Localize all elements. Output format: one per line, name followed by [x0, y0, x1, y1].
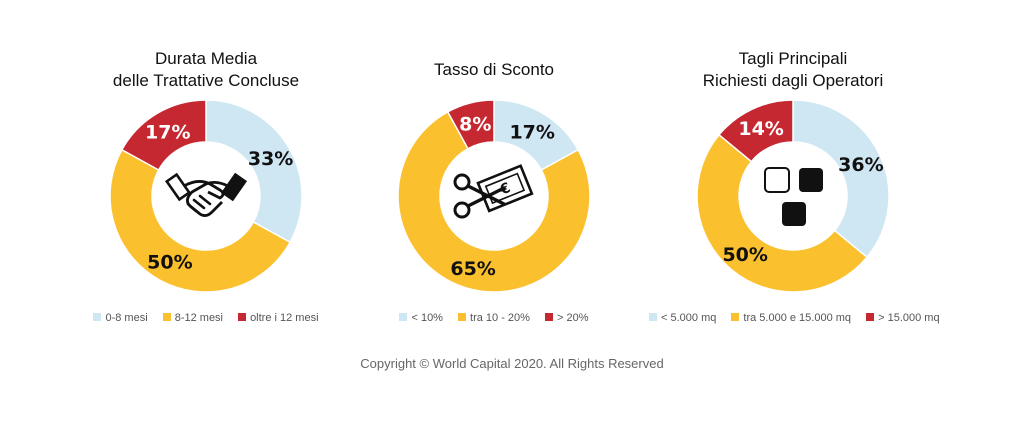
slice-value-label: 50%	[722, 244, 767, 266]
legend-item: < 5.000 mq	[649, 312, 716, 324]
donut-chart: 36% 50% 14%	[696, 99, 890, 293]
legend-swatch	[649, 313, 657, 321]
handshake-icon	[164, 172, 248, 217]
legend-swatch	[731, 313, 740, 321]
chart-durata-media: Durata Media delle Trattative Concluse 3…	[56, 0, 356, 340]
legend-label: tra 10 - 20%	[470, 312, 530, 324]
chart-title-line: Tagli Principali	[738, 49, 848, 68]
slice-value-label: 36%	[838, 154, 883, 176]
copyright-text: Copyright © World Capital 2020. All Righ…	[360, 356, 664, 371]
chart-tasso-sconto: Tasso di Sconto 17% 65% 8% € < 10% tra 10 …	[344, 0, 644, 340]
slice-value-label: 65%	[450, 258, 495, 280]
legend-label: 8-12 mesi	[174, 312, 223, 324]
slice-value-label: 50%	[147, 252, 192, 274]
donut-chart: 17% 65% 8% €	[397, 99, 591, 293]
donut-slice	[696, 133, 869, 293]
legend-label: oltre i 12 mesi	[250, 312, 319, 324]
legend-item: oltre i 12 mesi	[238, 312, 319, 324]
legend-label: 0-8 mesi	[105, 312, 148, 324]
chart-tagli-principali: Tagli Principali Richiesti dagli Operato…	[643, 0, 943, 340]
donut-slice	[717, 99, 794, 163]
legend-swatch	[162, 313, 171, 321]
donut-slice	[792, 99, 890, 259]
legend-swatch	[93, 313, 102, 321]
chart-title-line: Durata Media	[154, 49, 258, 68]
donut-chart: 33% 50% 17%	[109, 99, 303, 293]
slice-value-label: 14%	[738, 118, 783, 140]
chart-title: Tagli Principali Richiesti dagli Operato…	[643, 48, 943, 92]
legend: < 10% tra 10 - 20% > 20%	[344, 312, 644, 324]
legend: < 5.000 mq tra 5.000 e 15.000 mq > 15.00…	[643, 312, 943, 324]
legend-label: < 10%	[411, 312, 443, 324]
legend: 0-8 mesi 8-12 mesi oltre i 12 mesi	[56, 312, 356, 324]
legend-item: 0-8 mesi	[93, 312, 148, 324]
donut-slice	[446, 99, 495, 150]
legend-item: > 20%	[545, 312, 589, 324]
donut-slice	[120, 99, 207, 172]
legend-swatch	[399, 313, 408, 321]
legend-item: tra 10 - 20%	[458, 312, 530, 324]
legend-swatch	[866, 313, 875, 321]
chart-title: Durata Media delle Trattative Concluse	[56, 48, 356, 92]
legend-label: > 15.000 mq	[878, 312, 940, 324]
legend-label: tra 5.000 e 15.000 mq	[743, 312, 852, 324]
scissors-banknote-icon: €	[453, 164, 534, 219]
donut-slice	[397, 110, 591, 293]
legend-swatch	[458, 313, 467, 321]
legend-item: 8-12 mesi	[162, 312, 223, 324]
slice-value-label: 17%	[509, 121, 554, 143]
legend-item: > 15.000 mq	[866, 312, 940, 324]
legend-item: < 10%	[399, 312, 443, 324]
legend-swatch	[545, 313, 554, 321]
chart-title-line: delle Trattative Concluse	[112, 71, 300, 90]
legend-label: < 5.000 mq	[661, 312, 717, 324]
slice-value-label: 8%	[459, 113, 491, 135]
legend-label: > 20%	[557, 312, 589, 324]
legend-item: tra 5.000 e 15.000 mq	[731, 312, 851, 324]
slice-value-label: 33%	[248, 148, 293, 170]
legend-swatch	[238, 313, 247, 321]
chart-title: Tasso di Sconto	[344, 59, 644, 81]
squares-icon	[764, 167, 823, 226]
chart-title-line: Tasso di Sconto	[433, 60, 554, 79]
donut-slice	[205, 99, 303, 244]
donut-slice	[109, 148, 292, 293]
chart-title-line: Richiesti dagli Operatori	[702, 71, 884, 90]
slice-value-label: 17%	[145, 121, 190, 143]
